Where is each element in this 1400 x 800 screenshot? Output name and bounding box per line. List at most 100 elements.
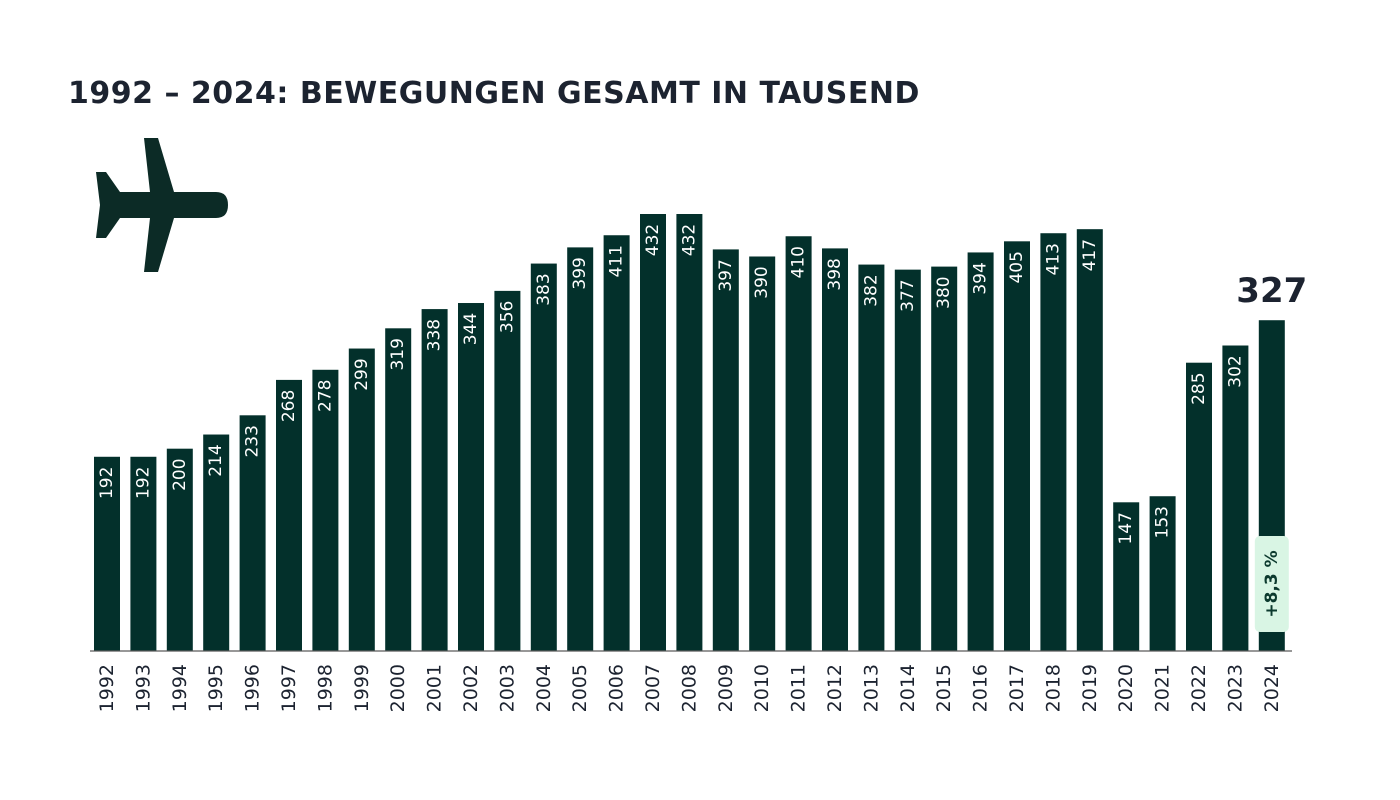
bar-value-label: 394 bbox=[971, 262, 991, 294]
bar-2002 bbox=[458, 303, 484, 651]
bar-value-label: 268 bbox=[279, 390, 299, 422]
bar-2020 bbox=[1113, 502, 1140, 651]
bar-1995 bbox=[203, 434, 230, 651]
change-badge bbox=[1254, 536, 1289, 632]
bar-2022 bbox=[1186, 362, 1212, 651]
bar-2012 bbox=[822, 248, 848, 651]
x-tick-label: 2011 bbox=[788, 664, 810, 712]
bar-2021 bbox=[1149, 496, 1176, 651]
bar-value-label: 192 bbox=[97, 467, 117, 499]
bar-value-label: 390 bbox=[752, 266, 772, 298]
bar-value-label: 399 bbox=[570, 257, 590, 289]
bar-2000 bbox=[385, 328, 412, 651]
bar-value-label: 319 bbox=[388, 338, 408, 370]
bar-2003 bbox=[494, 290, 521, 651]
chart-title: 1992 – 2024: BEWEGUNGEN GESAMT IN TAUSEN… bbox=[68, 76, 920, 111]
bar-value-label: 410 bbox=[789, 246, 809, 278]
x-tick-label: 2007 bbox=[642, 664, 664, 712]
bar-value-label: 413 bbox=[1043, 243, 1063, 275]
bar-2016 bbox=[967, 252, 994, 651]
bar-2005 bbox=[567, 247, 594, 651]
x-tick-label: 1998 bbox=[314, 664, 336, 712]
change-badge-text: +8,3 % bbox=[1262, 550, 1282, 617]
bar-2008 bbox=[676, 214, 703, 651]
bar-2018 bbox=[1040, 233, 1067, 651]
bar-1996 bbox=[239, 415, 266, 651]
bar-value-label: 338 bbox=[425, 319, 445, 351]
bar-2004 bbox=[530, 263, 557, 651]
airplane-icon-shape bbox=[96, 138, 228, 272]
x-tick-label: 2022 bbox=[1188, 664, 1210, 712]
x-tick-label: 2013 bbox=[860, 664, 882, 712]
x-tick-label: 2020 bbox=[1115, 664, 1137, 712]
x-tick-label: 2010 bbox=[751, 664, 773, 712]
bar-value-label: 397 bbox=[716, 259, 736, 291]
bar-value-label: 382 bbox=[861, 274, 881, 306]
x-tick-label: 1996 bbox=[242, 664, 264, 712]
bar-value-label: 417 bbox=[1080, 239, 1100, 271]
bar-2010 bbox=[749, 256, 776, 651]
x-tick-label: 2002 bbox=[460, 664, 482, 712]
x-tick-labels: 1992 1993 1994 1995 1996 1997 1998 1999 2000 2001… bbox=[96, 664, 1283, 712]
x-tick-label: 2015 bbox=[933, 664, 955, 712]
bar-value-label: 285 bbox=[1189, 372, 1209, 404]
bar-2011 bbox=[785, 236, 812, 651]
bar-2017 bbox=[1004, 241, 1030, 651]
bar-2019 bbox=[1076, 229, 1103, 651]
bar-value-label: 356 bbox=[497, 301, 517, 333]
bar-2007 bbox=[640, 214, 666, 651]
bar-value-label: 411 bbox=[607, 245, 627, 277]
bar-1998 bbox=[312, 369, 339, 651]
x-tick-label: 1995 bbox=[205, 664, 227, 712]
x-tick-label: 2021 bbox=[1152, 664, 1174, 712]
bar-value-label: 153 bbox=[1153, 506, 1173, 538]
bar-2001 bbox=[421, 309, 448, 651]
bar-value-label: 214 bbox=[206, 444, 226, 476]
x-tick-label: 2004 bbox=[533, 664, 555, 712]
airplane-icon bbox=[96, 138, 228, 272]
bar-value-label: 405 bbox=[1007, 251, 1027, 283]
x-tick-label: 1992 bbox=[96, 664, 118, 712]
bar-2023 bbox=[1222, 345, 1249, 651]
x-tick-label: 2014 bbox=[897, 664, 919, 712]
bar-value-label: 344 bbox=[461, 313, 481, 345]
bar-1993 bbox=[130, 456, 157, 651]
x-tick-label: 2018 bbox=[1042, 664, 1064, 712]
x-tick-label: 2006 bbox=[606, 664, 628, 712]
x-tick-label: 2000 bbox=[387, 664, 409, 712]
bar-1994 bbox=[166, 448, 193, 651]
bar-value-label: 302 bbox=[1225, 355, 1245, 387]
bar-value-label: 192 bbox=[133, 467, 153, 499]
bar-2015 bbox=[931, 266, 958, 651]
bars-layer: 192 192 200 214 233 268 278 299 319 338 344 356 383 3… bbox=[94, 214, 1285, 652]
bar-value-label: 432 bbox=[679, 224, 699, 256]
x-tick-label: 2024 bbox=[1261, 664, 1283, 712]
x-tick-label: 2009 bbox=[715, 664, 737, 712]
x-tick-label: 2003 bbox=[496, 664, 518, 712]
x-tick-label: 1999 bbox=[351, 664, 373, 712]
x-tick-label: 1994 bbox=[169, 664, 191, 712]
bar-value-label: 398 bbox=[825, 258, 845, 290]
x-tick-label: 2023 bbox=[1224, 664, 1246, 712]
bar-value-label: 432 bbox=[643, 224, 663, 256]
bar-value-label: 377 bbox=[898, 279, 918, 311]
bar-value-label: 383 bbox=[534, 273, 554, 305]
bar-value-label: 233 bbox=[243, 425, 263, 457]
bar-2014 bbox=[894, 269, 921, 651]
bar-2006 bbox=[603, 235, 630, 652]
x-tick-label: 2005 bbox=[569, 664, 591, 712]
x-tick-label: 2017 bbox=[1006, 664, 1028, 712]
bar-1999 bbox=[348, 348, 375, 651]
x-tick-label: 2012 bbox=[824, 664, 846, 712]
x-tick-label: 1993 bbox=[132, 664, 154, 712]
x-tick-label: 1997 bbox=[278, 664, 300, 712]
x-tick-label: 2001 bbox=[424, 664, 446, 712]
bar-1997 bbox=[276, 379, 302, 651]
bar-value-label: 278 bbox=[315, 380, 335, 412]
bar-value-label: 200 bbox=[170, 458, 190, 490]
bar-2013 bbox=[858, 264, 885, 651]
bar-value-label: 299 bbox=[352, 358, 372, 390]
bar-2009 bbox=[712, 249, 739, 651]
x-tick-label: 2019 bbox=[1079, 664, 1101, 712]
